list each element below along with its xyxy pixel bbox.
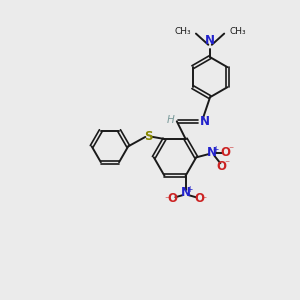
Text: H: H <box>167 115 174 125</box>
Text: N: N <box>200 115 209 128</box>
Text: O: O <box>194 192 204 205</box>
Text: CH₃: CH₃ <box>229 27 246 36</box>
Text: O: O <box>221 146 231 159</box>
Text: CH₃: CH₃ <box>174 27 191 36</box>
Text: S: S <box>144 130 152 142</box>
Text: ⁻: ⁻ <box>165 195 170 205</box>
Text: O: O <box>217 160 227 173</box>
Text: ⁻: ⁻ <box>201 195 206 205</box>
Text: N: N <box>206 146 217 159</box>
Text: ⁻: ⁻ <box>224 160 230 170</box>
Text: O: O <box>167 192 177 205</box>
Text: ⁻: ⁻ <box>228 145 233 155</box>
Text: +: + <box>186 185 193 194</box>
Text: N: N <box>181 186 190 199</box>
Text: N: N <box>205 34 215 47</box>
Text: +: + <box>212 145 219 154</box>
